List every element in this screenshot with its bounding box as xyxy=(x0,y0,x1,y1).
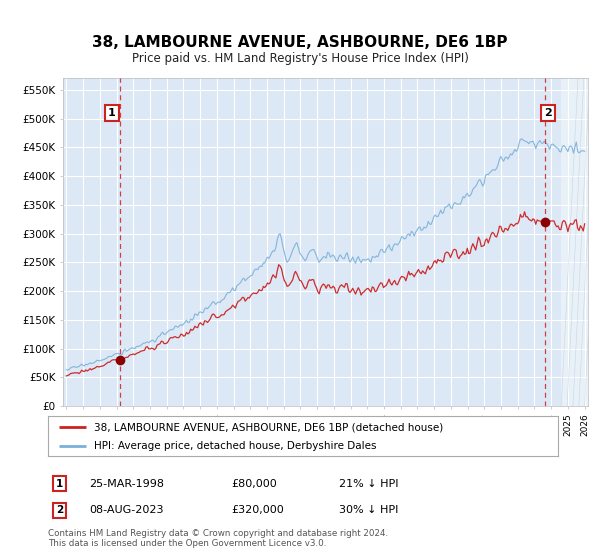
Text: 38, LAMBOURNE AVENUE, ASHBOURNE, DE6 1BP (detached house): 38, LAMBOURNE AVENUE, ASHBOURNE, DE6 1BP… xyxy=(94,422,443,432)
Text: 38, LAMBOURNE AVENUE, ASHBOURNE, DE6 1BP: 38, LAMBOURNE AVENUE, ASHBOURNE, DE6 1BP xyxy=(92,35,508,50)
Text: Contains HM Land Registry data © Crown copyright and database right 2024.
This d: Contains HM Land Registry data © Crown c… xyxy=(48,529,388,548)
Text: 1: 1 xyxy=(108,108,116,118)
Bar xyxy=(561,78,600,406)
Text: 25-MAR-1998: 25-MAR-1998 xyxy=(89,479,164,489)
Text: £80,000: £80,000 xyxy=(232,479,277,489)
Text: 2: 2 xyxy=(544,108,552,118)
Text: 1: 1 xyxy=(56,479,63,489)
Text: £320,000: £320,000 xyxy=(232,505,284,515)
Text: 21% ↓ HPI: 21% ↓ HPI xyxy=(338,479,398,489)
Text: Price paid vs. HM Land Registry's House Price Index (HPI): Price paid vs. HM Land Registry's House … xyxy=(131,52,469,65)
Text: HPI: Average price, detached house, Derbyshire Dales: HPI: Average price, detached house, Derb… xyxy=(94,441,376,451)
Text: 30% ↓ HPI: 30% ↓ HPI xyxy=(338,505,398,515)
Text: 08-AUG-2023: 08-AUG-2023 xyxy=(89,505,163,515)
Text: 2: 2 xyxy=(56,505,63,515)
